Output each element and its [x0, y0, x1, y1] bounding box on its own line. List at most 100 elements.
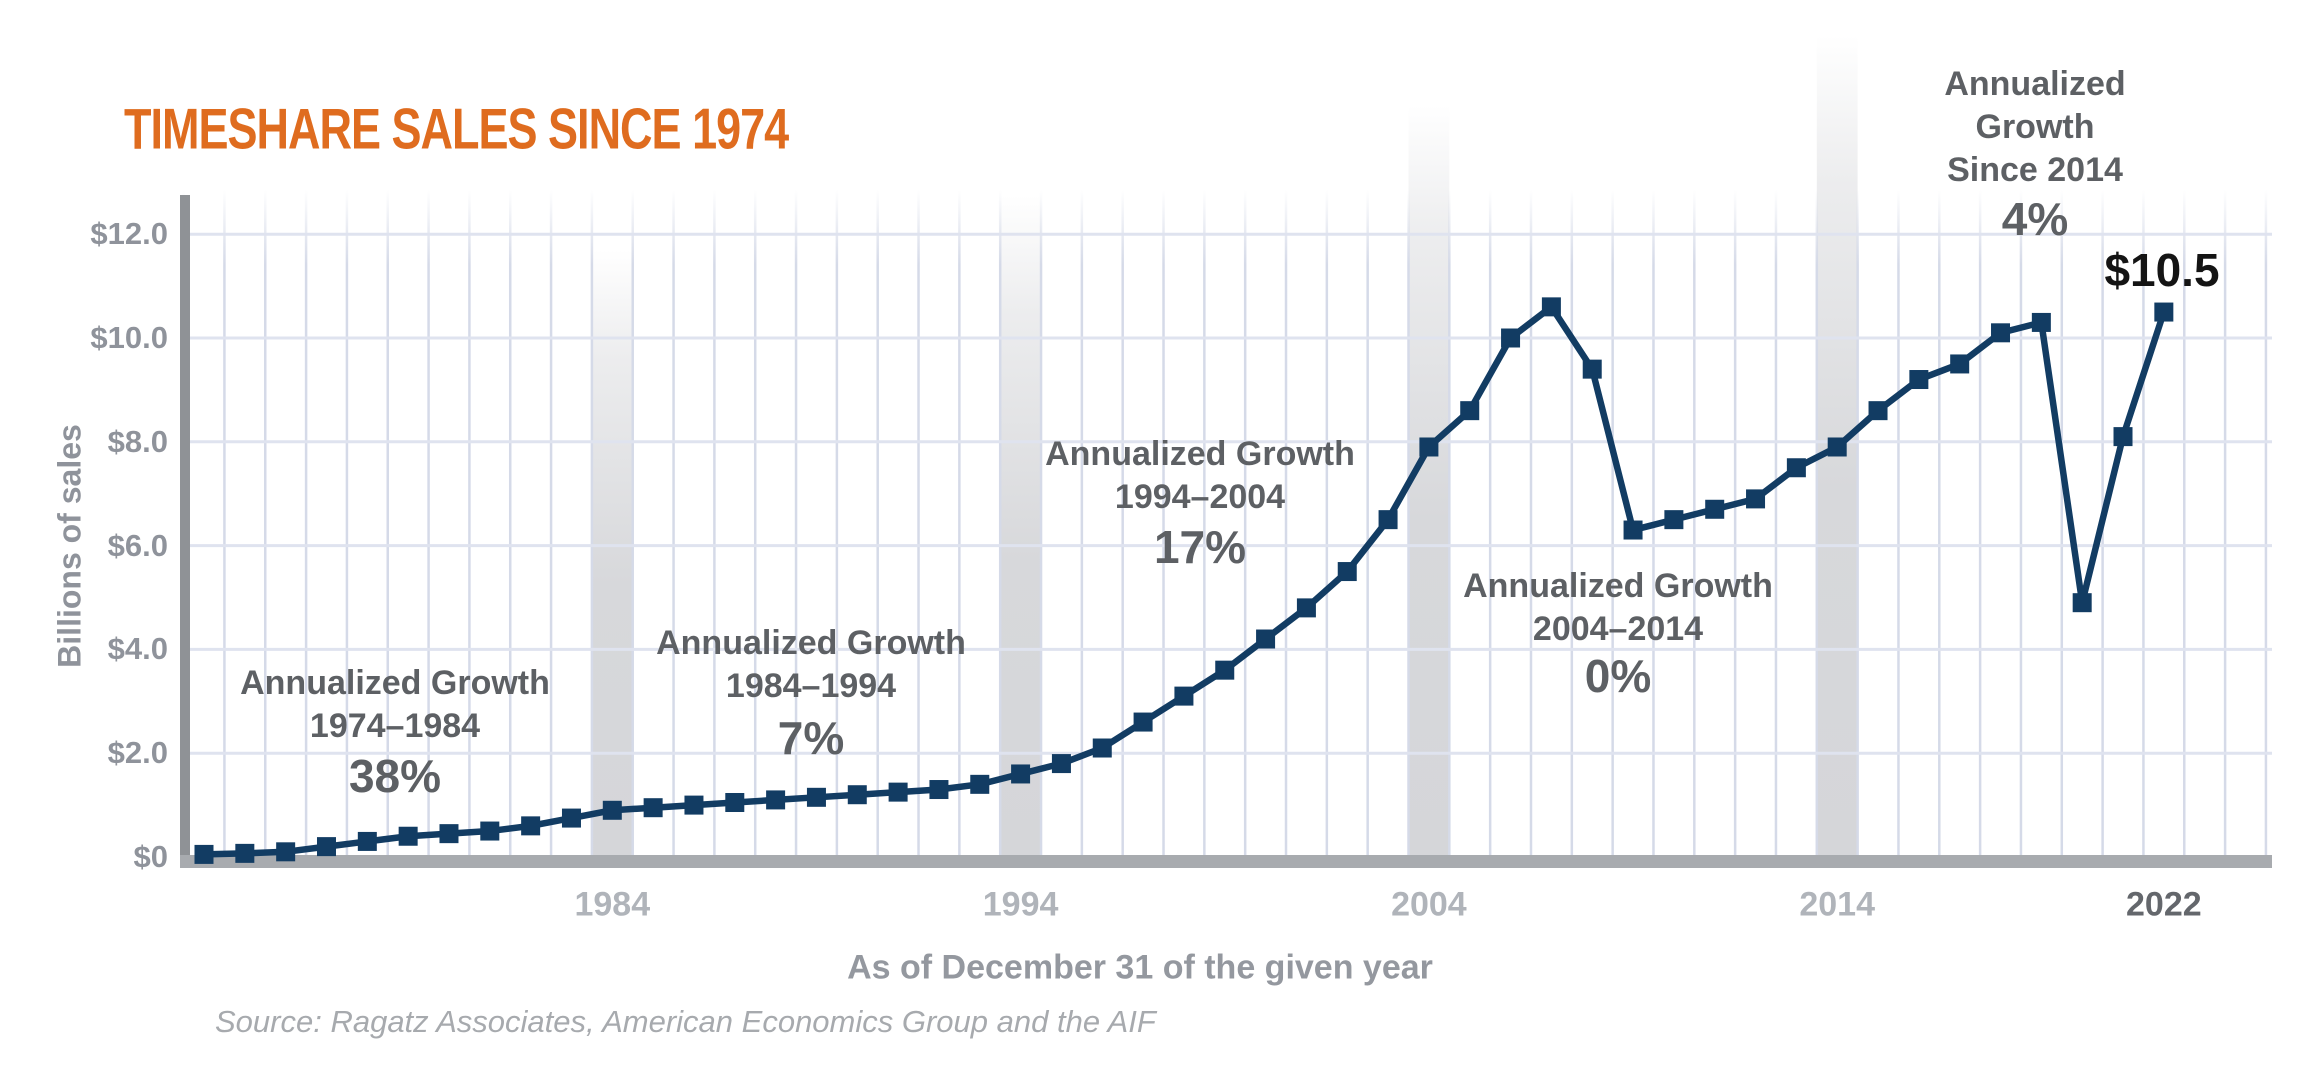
gridline-vertical	[1284, 190, 1288, 857]
annotation-text-line: Since 2014	[1947, 151, 2123, 189]
gridline-vertical	[468, 190, 471, 857]
data-point-1993	[970, 774, 990, 794]
annotation-percent-value: 17%	[1153, 521, 1247, 573]
y-axis-line	[180, 195, 190, 867]
gridline-vertical	[590, 190, 594, 857]
data-point-1975	[235, 843, 255, 863]
y-tick-label-0: $0	[133, 839, 168, 874]
annotation-text-line: 1994–2004	[1114, 478, 1286, 516]
data-point-2006	[1501, 328, 1521, 348]
gridline-vertical	[794, 190, 798, 857]
data-point-2007	[1541, 297, 1561, 317]
gridline-vertical	[1080, 190, 1084, 857]
decade-band-2004	[1408, 105, 1450, 857]
data-point-2019	[2031, 312, 2051, 332]
gridline-vertical	[631, 190, 634, 857]
gridline-vertical	[1897, 190, 1900, 857]
gridline-vertical	[2183, 190, 2186, 857]
data-point-1994	[1011, 764, 1031, 784]
data-point-1992	[929, 780, 949, 800]
decade-band-1984	[591, 250, 633, 857]
gridline-vertical	[958, 190, 961, 857]
data-point-1982	[521, 816, 541, 836]
data-point-2017	[1950, 354, 1970, 374]
data-point-2000	[1256, 629, 1276, 649]
annotation-text-line: 1984–1994	[725, 667, 897, 705]
gridline-vertical	[1488, 190, 1492, 857]
annotation-text-line: Annualized Growth	[656, 624, 966, 662]
data-point-2021	[2113, 427, 2133, 447]
gridline-vertical	[2223, 190, 2227, 857]
y-tick-label-100: $10.0	[90, 320, 168, 355]
annotation-text-line: 1974–1984	[309, 707, 481, 745]
data-point-1979	[398, 826, 418, 846]
source-note: Source: Ragatz Associates, American Econ…	[215, 1004, 1156, 1039]
annotation-growth-2004-2014: Annualized Growth 2004–2014 0%	[1463, 565, 1773, 704]
gridline-vertical	[1448, 190, 1451, 857]
annotation-text-line: Annualized Growth	[1463, 567, 1773, 605]
gridline-vertical	[1774, 190, 1778, 857]
y-tick-label-60: $6.0	[107, 527, 168, 563]
y-tick-label-80: $8.0	[107, 423, 168, 459]
gridline-vertical	[1366, 190, 1369, 857]
data-point-1987	[725, 793, 745, 813]
gridline-vertical	[1611, 190, 1614, 857]
data-point-2022	[2154, 302, 2174, 322]
y-tick-label-20: $2.0	[107, 735, 168, 771]
data-point-1991	[888, 782, 908, 802]
x-tick-label-1994: 1994	[982, 885, 1059, 924]
x-axis-line	[180, 855, 2272, 868]
gridline-vertical	[1733, 190, 1737, 857]
gridline-vertical	[713, 190, 716, 857]
data-point-2014	[1827, 437, 1847, 457]
gridline-vertical	[2264, 190, 2268, 857]
gridline-vertical	[386, 190, 389, 857]
gridline-vertical	[1815, 190, 1819, 857]
data-point-1974	[194, 844, 214, 864]
annotation-percent-value: 7%	[777, 712, 845, 764]
gridline-vertical	[1039, 190, 1043, 857]
y-tick-label-120: $12.0	[90, 216, 168, 252]
gridline-vertical	[1162, 190, 1165, 857]
data-point-1977	[316, 837, 336, 857]
gridline-vertical	[672, 190, 675, 857]
data-point-2004	[1419, 437, 1439, 457]
data-point-1998	[1174, 686, 1194, 706]
data-point-1980	[439, 824, 459, 844]
annotation-text-line: Growth	[1975, 108, 2095, 146]
data-point-1990	[847, 785, 867, 805]
gridline-vertical	[1529, 190, 1533, 857]
gridline-vertical	[2060, 190, 2064, 857]
data-point-2020	[2072, 593, 2092, 613]
x-axis-title: As of December 31 of the given year	[847, 948, 1433, 987]
gridline-vertical	[304, 190, 308, 857]
data-point-2009	[1623, 520, 1643, 540]
gridline-vertical	[345, 190, 349, 857]
annotation-percent-value: 0%	[1584, 650, 1652, 702]
data-point-1976	[276, 842, 296, 862]
data-point-2003	[1378, 510, 1398, 530]
gridline-vertical	[1856, 190, 1859, 857]
gridline-vertical	[1243, 190, 1247, 857]
gridline-vertical	[917, 190, 920, 857]
x-tick-label-2004: 2004	[1391, 885, 1467, 924]
gridline-vertical	[223, 190, 226, 857]
gridline-vertical	[1693, 190, 1696, 857]
data-point-1985	[643, 798, 663, 818]
annotation-text-line: 2004–2014	[1532, 610, 1704, 648]
gridline-vertical	[998, 190, 1002, 857]
gridline-vertical	[2142, 190, 2145, 857]
end-value-label: $10.5	[2104, 244, 2220, 296]
x-tick-label-2014: 2014	[1799, 885, 1876, 924]
data-point-1984	[602, 800, 622, 820]
annotation-growth-since-2014: Annualized Growth Since 2014 4%	[1944, 63, 2125, 247]
gridline-vertical	[1978, 190, 1982, 857]
gridline-vertical	[835, 190, 839, 857]
data-point-2015	[1868, 401, 1888, 421]
chart-title: TIMESHARE SALES SINCE 1974	[124, 96, 789, 162]
gridline-vertical	[1203, 190, 1206, 857]
data-point-2008	[1582, 359, 1602, 379]
data-point-1978	[357, 831, 377, 851]
